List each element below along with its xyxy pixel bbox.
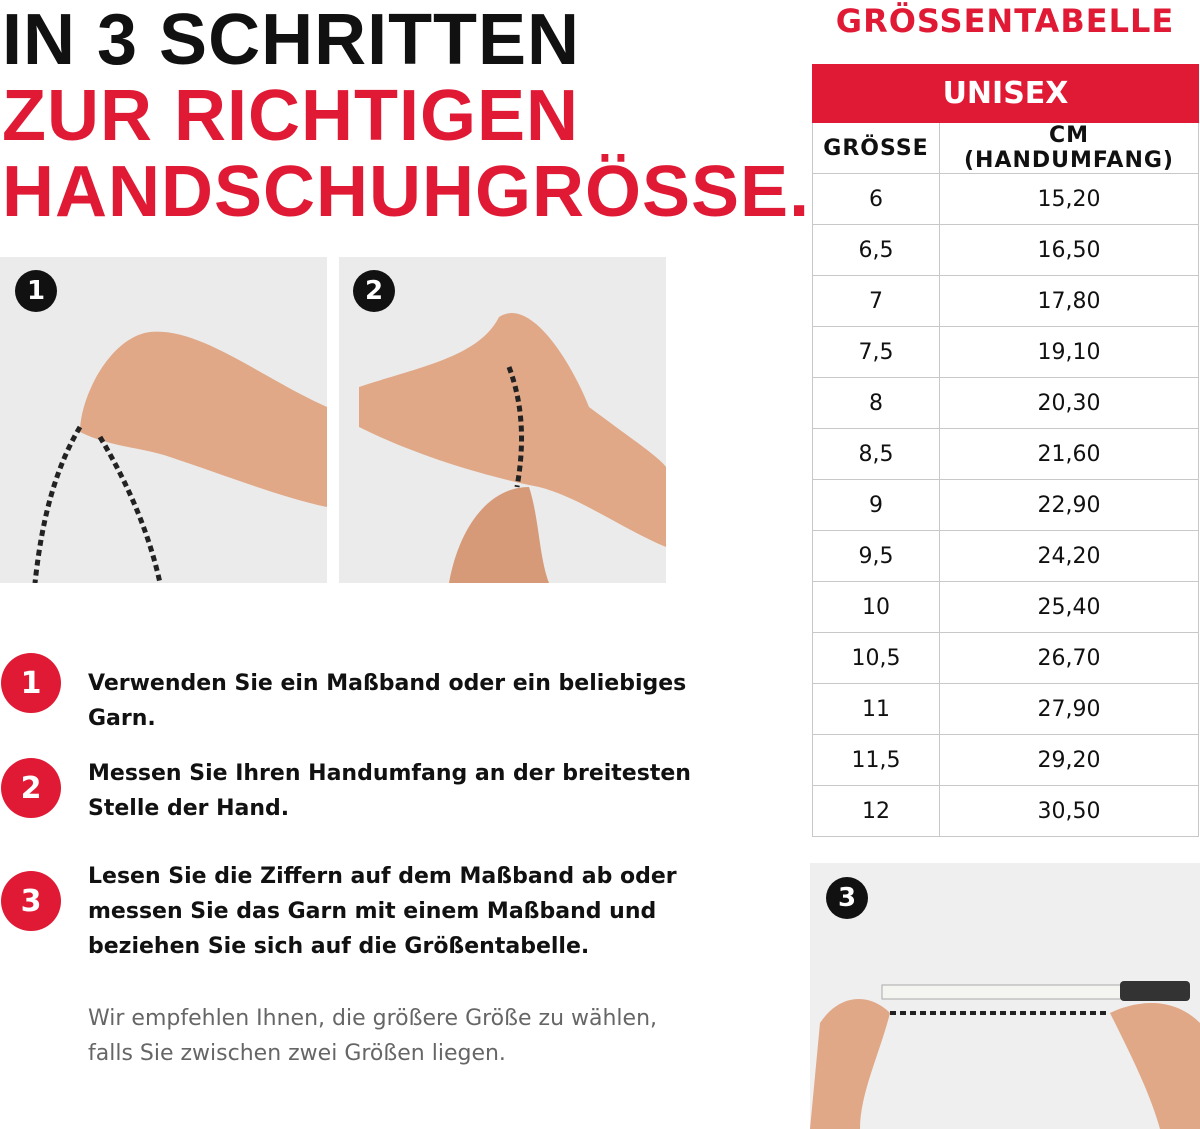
size-cell: 9,5 [812, 530, 940, 582]
cm-cell: 26,70 [939, 632, 1199, 684]
cm-cell: 19,10 [939, 326, 1199, 378]
size-cell: 7 [812, 275, 940, 327]
step-badge-1: 1 [1, 653, 61, 713]
size-row: 11,5 29,20 [812, 734, 1199, 786]
hand-holding-cord-photo [32, 331, 327, 583]
photo-badge: 1 [15, 270, 57, 312]
size-row: 9 22,90 [812, 479, 1199, 531]
photo-step-2: 2 [339, 257, 666, 583]
photo-step-3: 3 [810, 863, 1200, 1129]
cm-cell: 30,50 [939, 785, 1199, 837]
size-table-group: UNISEX [812, 64, 1199, 123]
photo-badge: 3 [826, 877, 868, 919]
size-cell: 12 [812, 785, 940, 837]
size-row: 8 20,30 [812, 377, 1199, 429]
measuring-tape-photo [810, 981, 1200, 1129]
size-row: 9,5 24,20 [812, 530, 1199, 582]
cm-cell: 25,40 [939, 581, 1199, 633]
size-cell: 10,5 [812, 632, 940, 684]
photo-badge: 2 [353, 270, 395, 312]
size-row: 10,5 26,70 [812, 632, 1199, 684]
size-row: 10 25,40 [812, 581, 1199, 633]
size-row: 11 27,90 [812, 683, 1199, 735]
size-row: 7,5 19,10 [812, 326, 1199, 378]
size-cell: 6 [812, 173, 940, 225]
size-cell: 8 [812, 377, 940, 429]
cm-cell: 21,60 [939, 428, 1199, 480]
step-badge-3: 3 [1, 871, 61, 931]
photo-step-1: 1 [0, 257, 327, 583]
column-header-size: GRÖSSE [812, 122, 940, 174]
size-cell: 7,5 [812, 326, 940, 378]
step-badge-2: 2 [1, 758, 61, 818]
size-cell: 9 [812, 479, 940, 531]
size-cell: 10 [812, 581, 940, 633]
column-header-cm: CM (HANDUMFANG) [939, 122, 1199, 174]
size-cell: 6,5 [812, 224, 940, 276]
headline-line-3: HANDSCHUHGRÖSSE. [2, 152, 811, 232]
step-2-text: Messen Sie Ihren Handumfang an der breit… [88, 761, 691, 821]
size-cell: 11 [812, 683, 940, 735]
cm-cell: 24,20 [939, 530, 1199, 582]
size-row: 12 30,50 [812, 785, 1199, 837]
cm-cell: 20,30 [939, 377, 1199, 429]
cord-around-palm-photo [359, 313, 666, 583]
cm-cell: 22,90 [939, 479, 1199, 531]
headline-line-2: ZUR RICHTIGEN [2, 76, 579, 156]
cm-cell: 17,80 [939, 275, 1199, 327]
recommendation-note: Wir empfehlen Ihnen, die größere Größe z… [88, 1006, 658, 1066]
cm-cell: 15,20 [939, 173, 1199, 225]
step-3-text: Lesen Sie die Ziffern auf dem Maßband ab… [88, 864, 677, 959]
size-cell: 8,5 [812, 428, 940, 480]
cm-cell: 29,20 [939, 734, 1199, 786]
size-row: 6,5 16,50 [812, 224, 1199, 276]
step-1-text: Verwenden Sie ein Maßband oder ein belie… [88, 671, 687, 731]
size-row: 7 17,80 [812, 275, 1199, 327]
size-row: 6 15,20 [812, 173, 1199, 225]
size-cell: 11,5 [812, 734, 940, 786]
size-table: UNISEX GRÖSSE CM (HANDUMFANG) 6 15,20 6,5 1… [812, 64, 1199, 837]
headline-line-1: IN 3 SCHRITTEN [2, 0, 581, 80]
cm-cell: 27,90 [939, 683, 1199, 735]
size-table-title: GRÖSSENTABELLE [835, 2, 1175, 40]
size-row: 8,5 21,60 [812, 428, 1199, 480]
cm-cell: 16,50 [939, 224, 1199, 276]
